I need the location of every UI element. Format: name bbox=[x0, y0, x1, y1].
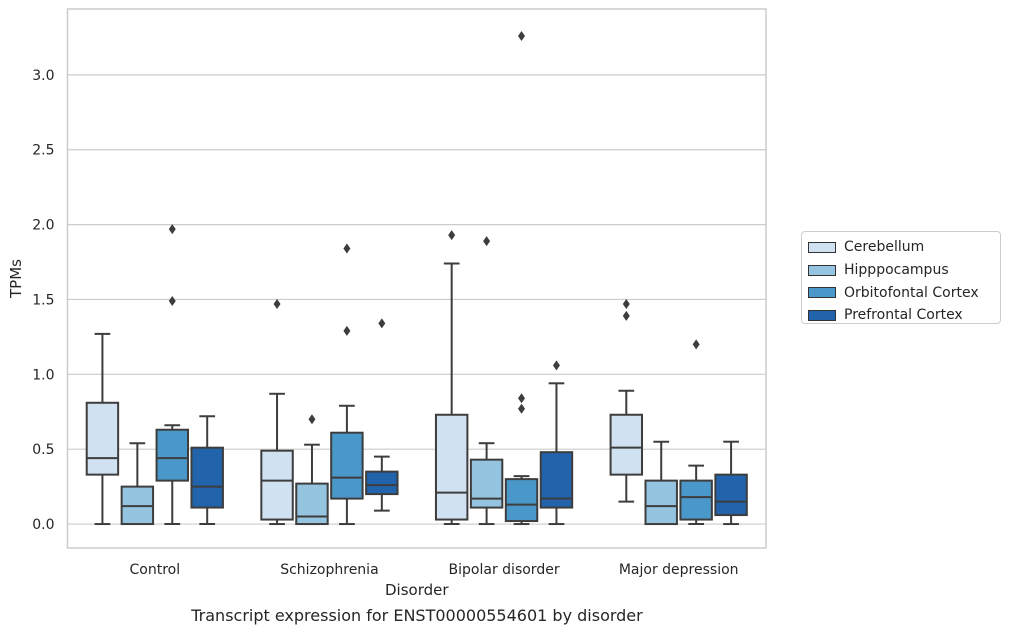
legend-item-cerebellum: Cerebellum bbox=[802, 236, 1000, 259]
box-hipppocampus-schizophrenia bbox=[295, 482, 329, 526]
outlier-orbitofontal-cortex-bipolar-disorder bbox=[518, 393, 526, 404]
y-tick-label: 1.5 bbox=[32, 292, 54, 308]
legend-label-orbitofrontal: Orbitofontal Cortex bbox=[844, 284, 979, 301]
outlier-cerebellum-schizophrenia bbox=[273, 298, 281, 309]
outlier-orbitofontal-cortex-schizophrenia bbox=[343, 325, 351, 336]
box-orbitofontal-cortex-control bbox=[155, 428, 189, 482]
legend-item-prefrontal: Prefrontal Cortex bbox=[802, 304, 1000, 327]
outlier-orbitofontal-cortex-bipolar-disorder bbox=[518, 30, 526, 41]
x-axis-label: Disorder bbox=[385, 581, 449, 599]
outlier-orbitofontal-cortex-control bbox=[168, 224, 176, 235]
legend-label-hippocampus: Hipppocampus bbox=[844, 262, 949, 279]
x-tick-label-schizophrenia: Schizophrenia bbox=[280, 562, 378, 578]
box-orbitofontal-cortex-schizophrenia bbox=[330, 431, 364, 500]
box-cerebellum-major-depression bbox=[609, 413, 644, 476]
box-cerebellum-control bbox=[85, 401, 120, 476]
box-cerebellum-schizophrenia bbox=[260, 449, 294, 521]
x-tick-label-bipolar-disorder: Bipolar disorder bbox=[449, 562, 560, 578]
legend-label-cerebellum: Cerebellum bbox=[844, 239, 925, 256]
outlier-prefrontal-cortex-schizophrenia bbox=[378, 318, 386, 329]
legend-swatch-cerebellum bbox=[808, 241, 836, 253]
x-tick-label-control: Control bbox=[130, 562, 181, 578]
y-tick-label: 0.5 bbox=[32, 442, 54, 458]
y-tick-label: 2.5 bbox=[32, 143, 54, 159]
outlier-hipppocampus-schizophrenia bbox=[308, 414, 316, 425]
y-axis-label: TPMs bbox=[7, 259, 25, 299]
box-prefrontal-cortex-major-depression bbox=[714, 473, 748, 517]
outlier-orbitofontal-cortex-schizophrenia bbox=[343, 243, 351, 254]
box-orbitofontal-cortex-bipolar-disorder bbox=[504, 478, 539, 523]
outlier-orbitofontal-cortex-control bbox=[168, 295, 176, 306]
legend-swatch-orbitofrontal bbox=[808, 287, 836, 299]
legend-swatch-prefrontal bbox=[808, 309, 836, 321]
legend-item-hippocampus: Hipppocampus bbox=[802, 259, 1000, 282]
x-tick-label-major-depression: Major depression bbox=[619, 562, 739, 578]
outlier-cerebellum-major-depression bbox=[622, 298, 630, 309]
box-prefrontal-cortex-schizophrenia bbox=[365, 470, 399, 496]
outlier-prefrontal-cortex-bipolar-disorder bbox=[552, 360, 560, 371]
y-tick-label: 0.0 bbox=[32, 517, 54, 533]
legend: Cerebellum Hipppocampus Orbitofontal Cor… bbox=[801, 231, 1001, 324]
outlier-orbitofontal-cortex-bipolar-disorder bbox=[518, 403, 526, 414]
plot-frame bbox=[66, 8, 767, 549]
y-tick-label: 1.0 bbox=[32, 367, 54, 383]
legend-label-prefrontal: Prefrontal Cortex bbox=[844, 307, 963, 324]
outlier-orbitofontal-cortex-major-depression bbox=[692, 339, 700, 350]
box-cerebellum-bipolar-disorder bbox=[434, 413, 469, 521]
outlier-cerebellum-major-depression bbox=[622, 310, 630, 321]
legend-swatch-hippocampus bbox=[808, 264, 836, 276]
y-tick-label: 2.0 bbox=[32, 218, 54, 234]
outlier-cerebellum-bipolar-disorder bbox=[448, 230, 456, 241]
outlier-hipppocampus-bipolar-disorder bbox=[483, 236, 491, 247]
box-hipppocampus-major-depression bbox=[644, 479, 678, 526]
box-prefrontal-cortex-control bbox=[190, 446, 224, 509]
box-hipppocampus-bipolar-disorder bbox=[469, 458, 504, 509]
legend-item-orbitofrontal: Orbitofontal Cortex bbox=[802, 281, 1000, 304]
box-orbitofontal-cortex-major-depression bbox=[679, 479, 713, 521]
chart-caption: Transcript expression for ENST0000055460… bbox=[191, 606, 643, 625]
y-tick-label: 3.0 bbox=[32, 68, 54, 84]
